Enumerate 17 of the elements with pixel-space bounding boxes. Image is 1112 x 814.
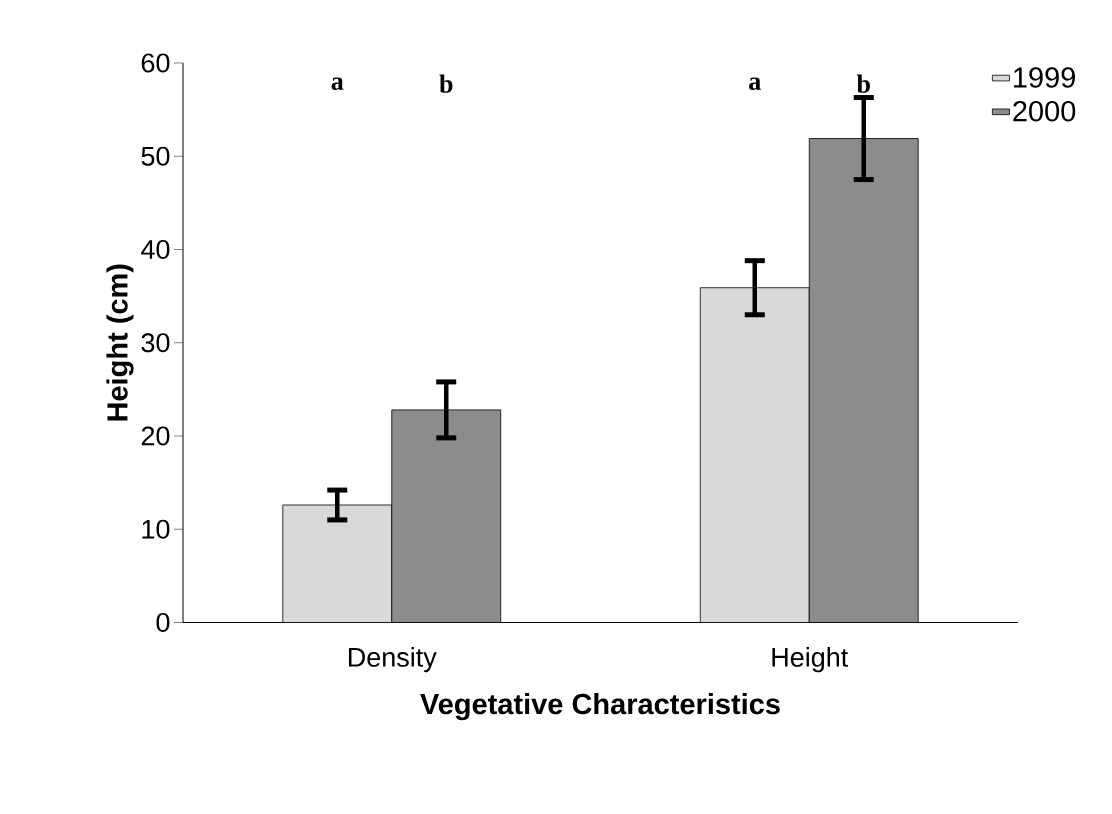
y-tick-label: 60 xyxy=(141,53,170,73)
x-tick-label: Height xyxy=(772,647,849,673)
annotation: b xyxy=(439,74,453,93)
y-tick-label: 10 xyxy=(142,519,170,539)
y-tick-label: 30 xyxy=(141,333,170,353)
y-tick-label: 50 xyxy=(141,146,170,166)
legend-label: 1999 xyxy=(1014,67,1075,88)
annotation: a xyxy=(331,77,344,90)
annotation: a xyxy=(749,77,761,90)
y-tick-label: 0 xyxy=(156,612,170,633)
legend-label: 2000 xyxy=(1013,100,1076,122)
x-tick-label: Density xyxy=(348,647,437,673)
y-tick-label: 40 xyxy=(141,239,170,260)
annotation: b xyxy=(856,74,870,93)
x-axis-title: Vegetative Characteristics xyxy=(420,693,780,721)
y-axis-title: Height (cm) xyxy=(106,264,134,421)
y-tick-label: 20 xyxy=(141,426,170,446)
